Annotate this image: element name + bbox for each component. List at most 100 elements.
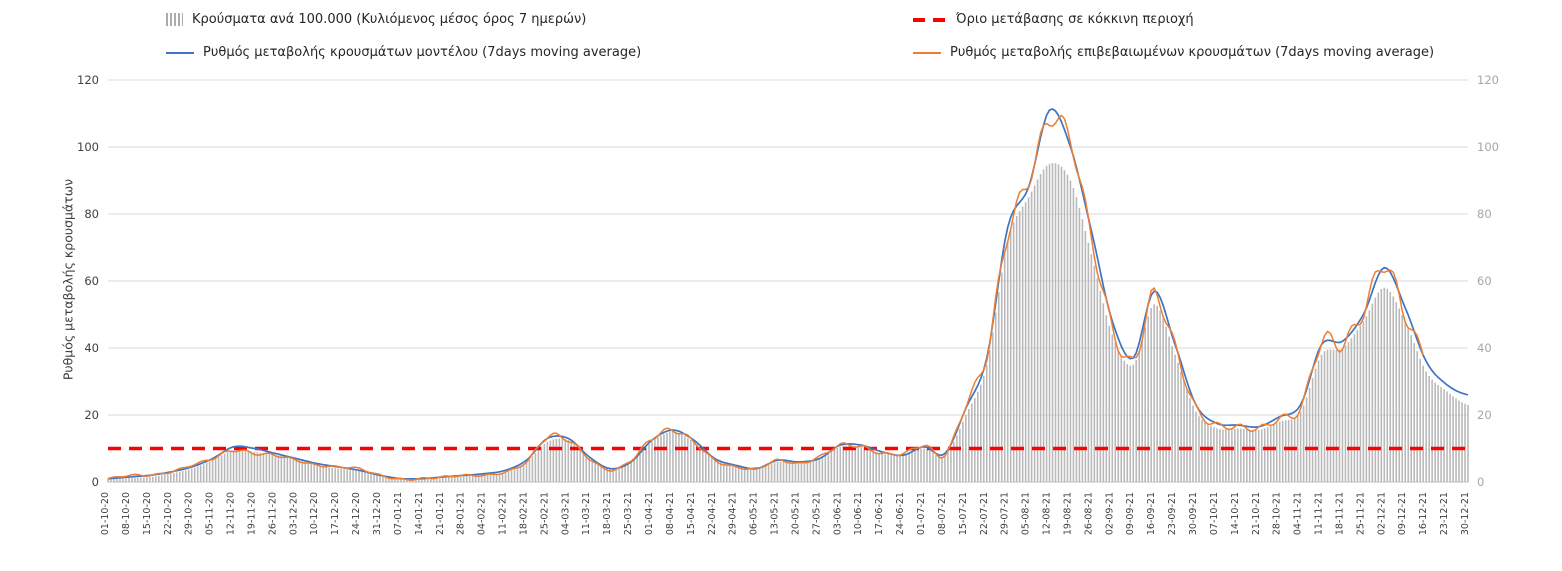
orange-line-legend-icon — [913, 51, 941, 54]
blue-line-legend-icon — [166, 51, 194, 54]
legend-item-model-line: Ρυθμός μεταβολής κρουσμάτων μοντέλου (7d… — [166, 45, 641, 60]
svg-text:0: 0 — [1477, 475, 1484, 489]
x-axis-label: 17-12-20 — [330, 492, 341, 535]
x-axis-label: 11-11-21 — [1314, 492, 1325, 535]
legend-label-model-line: Ρυθμός μεταβολής κρουσμάτων μοντέλου (7d… — [203, 45, 642, 60]
legend-item-cases-bars: Κρούσματα ανά 100.000 (Κυλιόμενος μέσος … — [166, 12, 586, 27]
y-axis-labels-right: 0 20 40 60 80 100 120 — [1477, 73, 1499, 489]
legend-item-confirmed-line: Ρυθμός μεταβολής επιβεβαιωμένων κρουσμάτ… — [913, 45, 1434, 60]
x-axis-label: 18-11-21 — [1334, 492, 1345, 535]
svg-text:100: 100 — [77, 140, 99, 154]
x-axis-label: 25-02-21 — [539, 492, 550, 535]
legend-label-cases-bars: Κρούσματα ανά 100.000 (Κυλιόμενος μέσος … — [192, 12, 587, 27]
x-axis-label: 15-04-21 — [686, 492, 697, 535]
x-axis-label: 23-09-21 — [1167, 492, 1178, 535]
x-axis-label: 07-10-21 — [1209, 492, 1220, 535]
x-axis-label: 17-06-21 — [874, 492, 885, 535]
x-axis-label: 15-07-21 — [958, 492, 969, 535]
x-axis-label: 05-11-20 — [205, 492, 216, 535]
x-axis-label: 09-12-21 — [1397, 492, 1408, 535]
x-axis-label: 24-12-20 — [351, 492, 362, 535]
svg-text:20: 20 — [84, 408, 99, 422]
legend-item-threshold: Όριο μετάβασης σε κόκκινη περιοχή — [913, 12, 1194, 27]
y-axis-labels-left: 0 20 40 60 80 100 120 — [77, 73, 99, 489]
x-axis-label: 18-03-21 — [602, 492, 613, 535]
x-axis-label: 15-10-20 — [142, 492, 153, 535]
gray-bars-legend-icon — [166, 13, 183, 26]
x-axis-label: 28-10-21 — [1272, 492, 1283, 535]
svg-text:60: 60 — [84, 274, 99, 288]
confirmed-rate-line — [107, 114, 1424, 481]
x-axis-label: 08-10-20 — [121, 492, 132, 535]
x-axis-label: 08-07-21 — [937, 492, 948, 535]
x-axis-label: 01-07-21 — [916, 492, 927, 535]
x-axis-label: 14-10-21 — [1230, 492, 1241, 535]
x-axis-label: 26-08-21 — [1083, 492, 1094, 535]
x-axis-label: 05-08-21 — [1021, 492, 1032, 535]
x-axis-label: 25-03-21 — [623, 492, 634, 535]
x-axis-label: 02-09-21 — [1104, 492, 1115, 535]
x-axis-label: 09-09-21 — [1125, 492, 1136, 535]
x-axis-label: 08-04-21 — [665, 492, 676, 535]
x-axis-label: 10-12-20 — [309, 492, 320, 535]
x-axis-label: 04-11-21 — [1293, 492, 1304, 535]
x-axis-label: 21-01-21 — [435, 492, 446, 535]
x-axis-label: 16-09-21 — [1146, 492, 1157, 535]
x-axis-label: 11-03-21 — [581, 492, 592, 535]
x-axis-label: 14-01-21 — [414, 492, 425, 535]
x-axis-label: 29-10-20 — [184, 492, 195, 535]
svg-text:0: 0 — [92, 475, 99, 489]
x-axis-label: 10-06-21 — [853, 492, 864, 535]
svg-text:20: 20 — [1477, 408, 1492, 422]
x-axis-label: 30-12-21 — [1460, 492, 1471, 535]
x-axis-label: 01-04-21 — [644, 492, 655, 535]
svg-text:60: 60 — [1477, 274, 1492, 288]
svg-text:100: 100 — [1477, 140, 1499, 154]
x-axis-label: 07-01-21 — [393, 492, 404, 535]
x-axis-label: 22-10-20 — [163, 492, 174, 535]
x-axis-label: 26-11-20 — [267, 492, 278, 535]
x-axis-label: 11-02-21 — [498, 492, 509, 535]
model-rate-line — [107, 108, 1469, 480]
x-axis-label: 25-11-21 — [1355, 492, 1366, 535]
gridlines — [108, 79, 1468, 483]
x-axis-label: 19-11-20 — [246, 492, 257, 535]
y-axis-title: Ρυθμός μεταβολής κρουσμάτων — [60, 178, 76, 381]
x-axis-label: 18-02-21 — [518, 492, 529, 535]
svg-text:120: 120 — [77, 73, 99, 87]
legend-label-confirmed-line: Ρυθμός μεταβολής επιβεβαιωμένων κρουσμάτ… — [950, 45, 1435, 60]
x-axis-label: 24-06-21 — [895, 492, 906, 535]
x-axis-label: 19-08-21 — [1062, 492, 1073, 535]
x-axis-label: 22-04-21 — [707, 492, 718, 535]
x-axis-label: 01-10-20 — [100, 492, 111, 535]
x-axis-labels: 01-10-20 08-10-20 15-10-20 22-10-20 29-10-20… — [100, 492, 1471, 535]
x-axis-label: 16-12-21 — [1418, 492, 1429, 535]
x-axis-label: 29-07-21 — [1000, 492, 1011, 535]
x-axis-label: 21-10-21 — [1251, 492, 1262, 535]
x-axis-label: 22-07-21 — [979, 492, 990, 535]
x-axis-label: 04-02-21 — [477, 492, 488, 535]
x-axis-label: 28-01-21 — [456, 492, 467, 535]
x-axis-label: 12-11-20 — [226, 492, 237, 535]
svg-text:80: 80 — [1477, 207, 1492, 221]
red-dashed-line-legend-icon — [913, 17, 947, 22]
x-axis-label: 31-12-20 — [372, 492, 383, 535]
x-axis-label: 02-12-21 — [1376, 492, 1387, 535]
svg-text:80: 80 — [84, 207, 99, 221]
x-axis-label: 04-03-21 — [560, 492, 571, 535]
x-axis-label: 06-05-21 — [749, 492, 760, 535]
x-axis-label: 27-05-21 — [811, 492, 822, 535]
cases-bars-series — [107, 163, 1469, 483]
x-axis-label: 20-05-21 — [790, 492, 801, 535]
x-axis-label: 03-12-20 — [288, 492, 299, 535]
x-axis-label: 03-06-21 — [832, 492, 843, 535]
legend-label-threshold: Όριο μετάβασης σε κόκκινη περιοχή — [956, 12, 1194, 27]
x-axis-label: 29-04-21 — [728, 492, 739, 535]
svg-text:120: 120 — [1477, 73, 1499, 87]
svg-text:40: 40 — [84, 341, 99, 355]
svg-text:40: 40 — [1477, 341, 1492, 355]
x-axis-label: 12-08-21 — [1042, 492, 1053, 535]
x-axis-label: 13-05-21 — [770, 492, 781, 535]
